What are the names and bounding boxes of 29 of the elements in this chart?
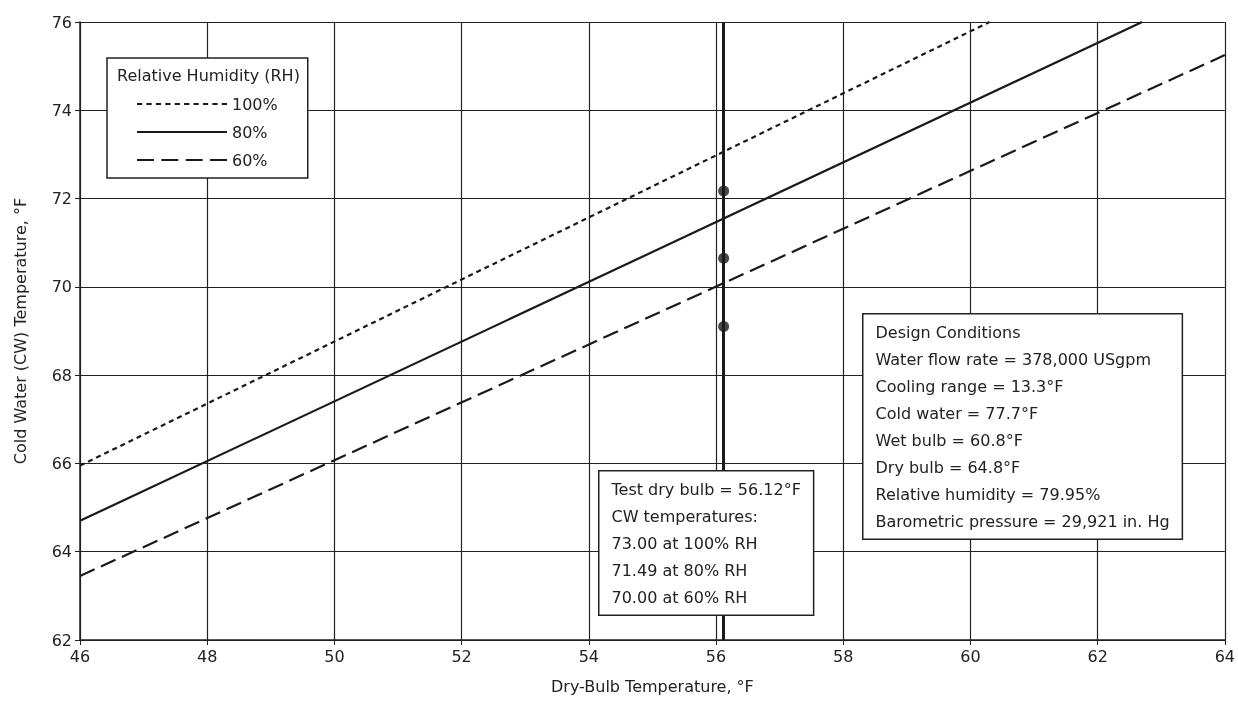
- x-tick-label: 64: [1214, 646, 1235, 666]
- legend-label: 100%: [232, 94, 278, 114]
- x-tick-label: 58: [833, 646, 854, 666]
- y-tick-label: 68: [51, 365, 72, 385]
- annotation: Test dry bulb = 56.12°F CW temperatures: 73.00 at 100% RH 71.49 at 80% RH 70.00 at 60% RH: [610, 479, 801, 607]
- legend-label: 80%: [232, 122, 268, 142]
- y-axis-title: Cold Water (CW) Temperature, °F: [10, 197, 30, 465]
- x-tick-label: 46: [69, 646, 91, 666]
- x-tick-label: 60: [960, 646, 981, 666]
- point: [718, 252, 730, 264]
- x-tick-label: 56: [705, 646, 727, 666]
- x-tick-label: 54: [578, 646, 599, 666]
- y-tick-label: 76: [51, 12, 72, 32]
- y-tick-label: 64: [51, 542, 72, 562]
- y-tick-label: 70: [51, 277, 72, 297]
- x-tick-label: 62: [1087, 646, 1108, 666]
- y-tick-label: 62: [51, 630, 72, 650]
- y-tick-label: 74: [51, 100, 72, 120]
- legend-title: Relative Humidity (RH): [117, 65, 300, 85]
- x-tick-label: 48: [197, 646, 218, 666]
- y-tick-label: 72: [51, 189, 72, 209]
- legend-label: 60%: [232, 150, 268, 170]
- y-tick-label: 66: [51, 453, 72, 473]
- x-axis-title: Dry-Bulb Temperature, °F: [551, 676, 754, 696]
- annotation: Design Conditions Water flow rate = 378,000 USgpm Cooling range = 13.3°F Cold water = 77.7°F Wet bulb = 60.8°F Dry bulb = 64.8°F Relative humidity = 79.95% Barometric pressure = 29,921 in. Hg: [875, 322, 1170, 531]
- x-tick-label: 50: [324, 646, 345, 666]
- point: [718, 185, 730, 197]
- point: [718, 321, 730, 333]
- x-tick-label: 52: [451, 646, 472, 666]
